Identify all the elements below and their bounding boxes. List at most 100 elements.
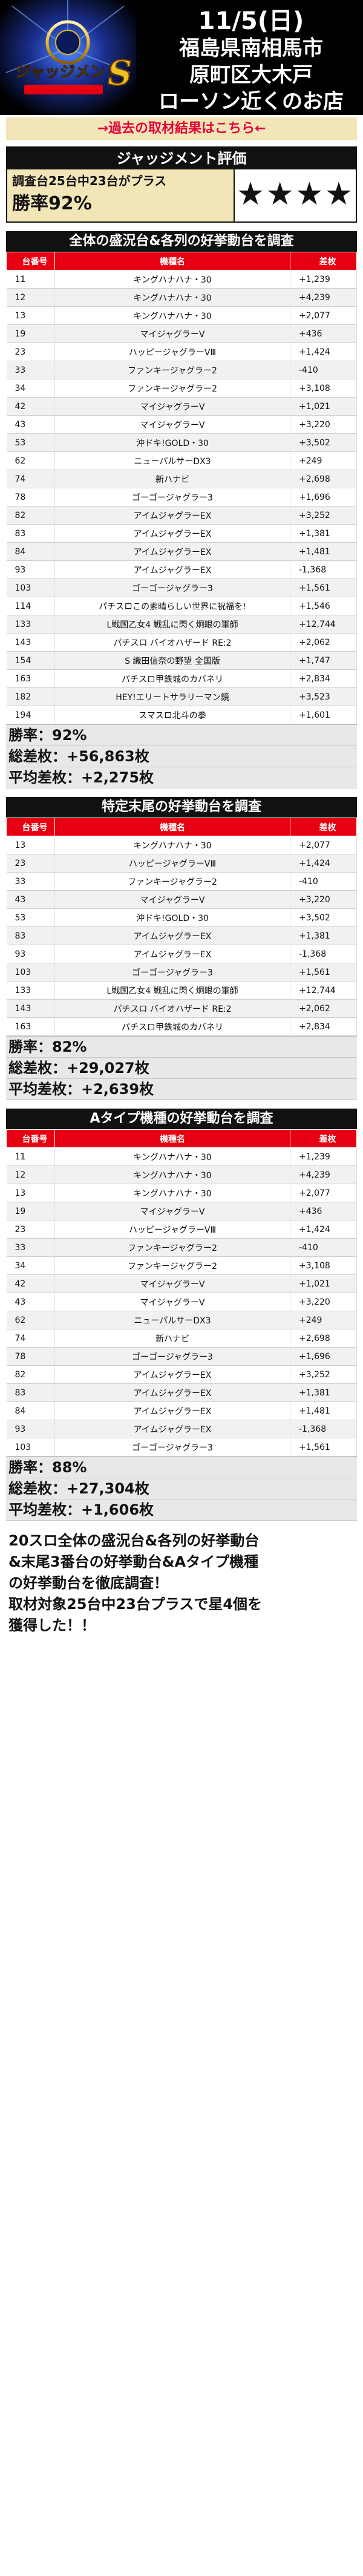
coin-difference: +1,239	[290, 1147, 357, 1166]
table-row: 78 ゴーゴージャグラー3 +1,696	[6, 488, 357, 506]
table-row: 103 ゴーゴージャグラー3 +1,561	[6, 1438, 357, 1457]
table-row: 23 ハッピージャグラーVⅢ +1,424	[6, 1220, 357, 1239]
table-row: 42 マイジャグラーV +1,021	[6, 397, 357, 416]
survey-section: 全体の盛況台&各列の好挙動台を調査 台番号 機種名 差枚 11 キングハナハナ・30 +1,…	[6, 231, 357, 788]
coin-difference: -410	[290, 361, 357, 379]
machine-name: マイジャグラーV	[54, 1293, 290, 1311]
table-row: 53 沖ドキ!GOLD・30 +3,502	[6, 908, 357, 927]
coin-difference: +3,220	[290, 1293, 357, 1311]
total-difference: 総差枚：+56,863枚	[6, 746, 357, 767]
coin-difference: +4,239	[290, 1165, 357, 1184]
survey-section: 特定末尾の好挙動台を調査 台番号 機種名 差枚 13 キングハナハナ・30 +2,077 23…	[6, 797, 357, 1100]
table-row: 133 L戦国乙女4 戦乱に閃く炯眼の軍師 +12,744	[6, 615, 357, 634]
machine-name: キングハナハナ・30	[54, 306, 290, 325]
machine-number: 82	[6, 506, 55, 525]
table-row: 143 パチスロ バイオハザード RE:2 +2,062	[6, 633, 357, 652]
coin-difference: +3,108	[290, 1256, 357, 1275]
machine-name: ゴーゴージャグラー3	[54, 1438, 290, 1457]
machine-name: マイジャグラーV	[54, 1274, 290, 1293]
table-row: 143 パチスロ バイオハザード RE:2 +2,062	[6, 999, 357, 1018]
coin-difference: +1,381	[290, 1383, 357, 1402]
table-row: 83 アイムジャグラーEX +1,381	[6, 1383, 357, 1402]
table-row: 103 ゴーゴージャグラー3 +1,561	[6, 963, 357, 982]
machine-number: 43	[6, 890, 55, 909]
machine-number: 93	[6, 945, 55, 963]
machine-name: ニューパルサーDX3	[54, 451, 290, 470]
column-header-machine-no: 台番号	[6, 818, 55, 836]
section-summary: 勝率：88% 総差枚：+27,304枚 平均差枚：+1,606枚	[6, 1457, 357, 1521]
header-info: 11/5(日) 福島県南相馬市 原町区大木戸 ローソン近くのお店	[139, 0, 363, 115]
machine-number: 78	[6, 1347, 55, 1366]
table-row: 34 ファンキージャグラー2 +3,108	[6, 1256, 357, 1275]
table-row: 19 マイジャグラーV +436	[6, 324, 357, 343]
location-line-1: 福島県南相馬市	[179, 36, 323, 61]
table-row: 93 アイムジャグラーEX -1,368	[6, 945, 357, 963]
machine-name: L戦国乙女4 戦乱に閃く炯眼の軍師	[54, 981, 290, 1000]
past-results-link[interactable]: →過去の取材結果はこちら←	[6, 117, 357, 140]
coin-difference: +1,747	[290, 651, 357, 670]
coin-difference: +1,239	[290, 270, 357, 289]
machine-name: アイムジャグラーEX	[54, 1401, 290, 1420]
machine-number: 133	[6, 615, 55, 634]
machine-number: 11	[6, 1147, 55, 1166]
coin-difference: +3,502	[290, 433, 357, 452]
machine-number: 182	[6, 687, 55, 706]
column-header-machine-name: 機種名	[54, 252, 290, 270]
coin-difference: -410	[290, 1238, 357, 1257]
machine-number: 34	[6, 1256, 55, 1275]
machine-name: パチスロ甲鉄城のカバネリ	[54, 1017, 290, 1036]
coin-difference: -1,368	[290, 945, 357, 963]
machine-name: キングハナハナ・30	[54, 1184, 290, 1202]
coin-difference: +3,220	[290, 415, 357, 434]
machine-number: 12	[6, 1165, 55, 1184]
coin-difference: +3,502	[290, 908, 357, 927]
machine-name: スマスロ北斗の拳	[54, 706, 290, 724]
machine-name: ハッピージャグラーVⅢ	[54, 854, 290, 873]
coin-difference: -1,368	[290, 560, 357, 579]
coin-difference: +1,424	[290, 342, 357, 361]
summary-line-3: の好挙動台を徹底調査！	[8, 1575, 168, 1591]
machine-number: 103	[6, 963, 55, 982]
table-row: 93 アイムジャグラーEX -1,368	[6, 1420, 357, 1438]
summary-line-4: 取材対象25台中23台プラスで星4個を	[8, 1596, 263, 1613]
coin-difference: +1,381	[290, 926, 357, 945]
machine-name: アイムジャグラーEX	[54, 560, 290, 579]
table-row: 13 キングハナハナ・30 +2,077	[6, 836, 357, 854]
table-row: 11 キングハナハナ・30 +1,239	[6, 1147, 357, 1166]
machine-name: 新ハナビ	[54, 470, 290, 488]
coin-difference: +1,561	[290, 578, 357, 597]
table-row: 82 アイムジャグラーEX +3,252	[6, 506, 357, 525]
machine-number: 82	[6, 1365, 55, 1384]
machine-number: 74	[6, 470, 55, 488]
table-row: 34 ファンキージャグラー2 +3,108	[6, 379, 357, 398]
coin-difference: +2,698	[290, 1329, 357, 1348]
win-rate: 勝率：92%	[6, 725, 357, 746]
coin-difference: +1,601	[290, 706, 357, 724]
machine-number: 43	[6, 1293, 55, 1311]
judgment-logo: ジャッジメント S	[0, 0, 136, 115]
coin-difference: +2,834	[290, 1017, 357, 1036]
table-row: 33 ファンキージャグラー2 -410	[6, 1238, 357, 1257]
average-difference: 平均差枚：+2,275枚	[6, 767, 357, 788]
machine-number: 93	[6, 1420, 55, 1438]
results-table: 台番号 機種名 差枚 11 キングハナハナ・30 +1,239 12 キングハナハナ・30 +4…	[6, 1129, 357, 1457]
section-title: Aタイプ機種の好挙動台を調査	[6, 1109, 357, 1129]
table-row: 154 S 織田信奈の野望 全国版 +1,747	[6, 651, 357, 670]
machine-number: 163	[6, 1017, 55, 1036]
location-line-3: ローソン近くのお店	[159, 90, 344, 114]
coin-difference: +3,252	[290, 506, 357, 525]
coin-difference: +2,834	[290, 669, 357, 688]
coin-difference: +436	[290, 1202, 357, 1221]
coin-difference: +1,696	[290, 1347, 357, 1366]
machine-name: マイジャグラーV	[54, 324, 290, 343]
coin-difference: +2,077	[290, 306, 357, 325]
section-title: 全体の盛況台&各列の好挙動台を調査	[6, 231, 357, 252]
table-row: 13 キングハナハナ・30 +2,077	[6, 1184, 357, 1202]
coin-difference: +1,561	[290, 963, 357, 982]
coin-difference: +1,481	[290, 1401, 357, 1420]
table-row: 23 ハッピージャグラーVⅢ +1,424	[6, 342, 357, 361]
machine-name: キングハナハナ・30	[54, 1165, 290, 1184]
survey-section: Aタイプ機種の好挙動台を調査 台番号 機種名 差枚 11 キングハナハナ・30 +1,239…	[6, 1109, 357, 1521]
machine-name: ゴーゴージャグラー3	[54, 578, 290, 597]
machine-number: 62	[6, 451, 55, 470]
